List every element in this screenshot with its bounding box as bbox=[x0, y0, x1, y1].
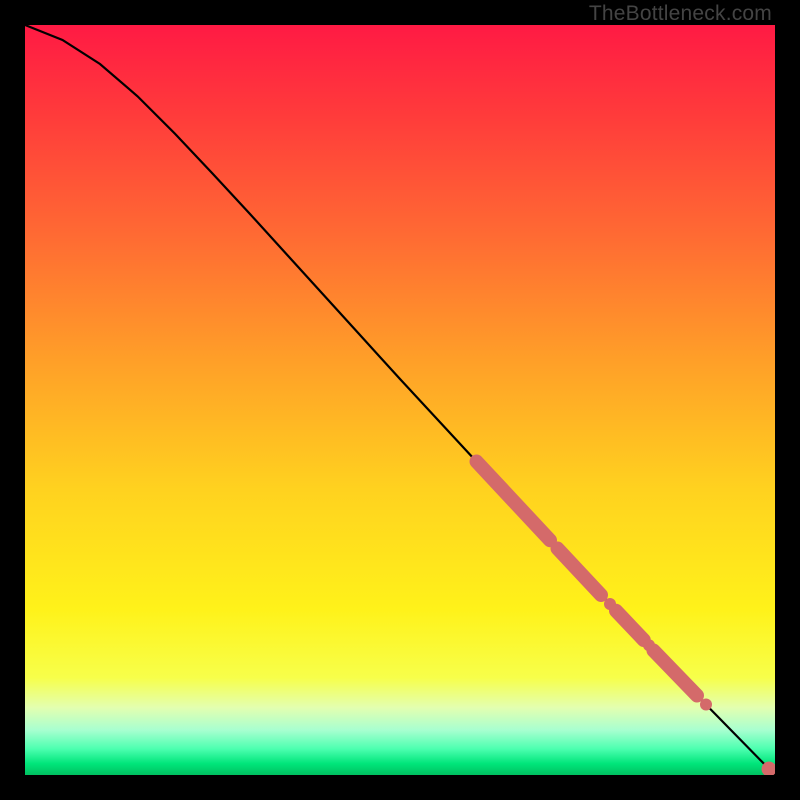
marker-dot bbox=[700, 699, 712, 711]
watermark-text: TheBottleneck.com bbox=[589, 2, 772, 26]
marker-dot bbox=[643, 639, 655, 651]
marker-dot bbox=[604, 598, 616, 610]
chart-plot bbox=[25, 25, 775, 775]
